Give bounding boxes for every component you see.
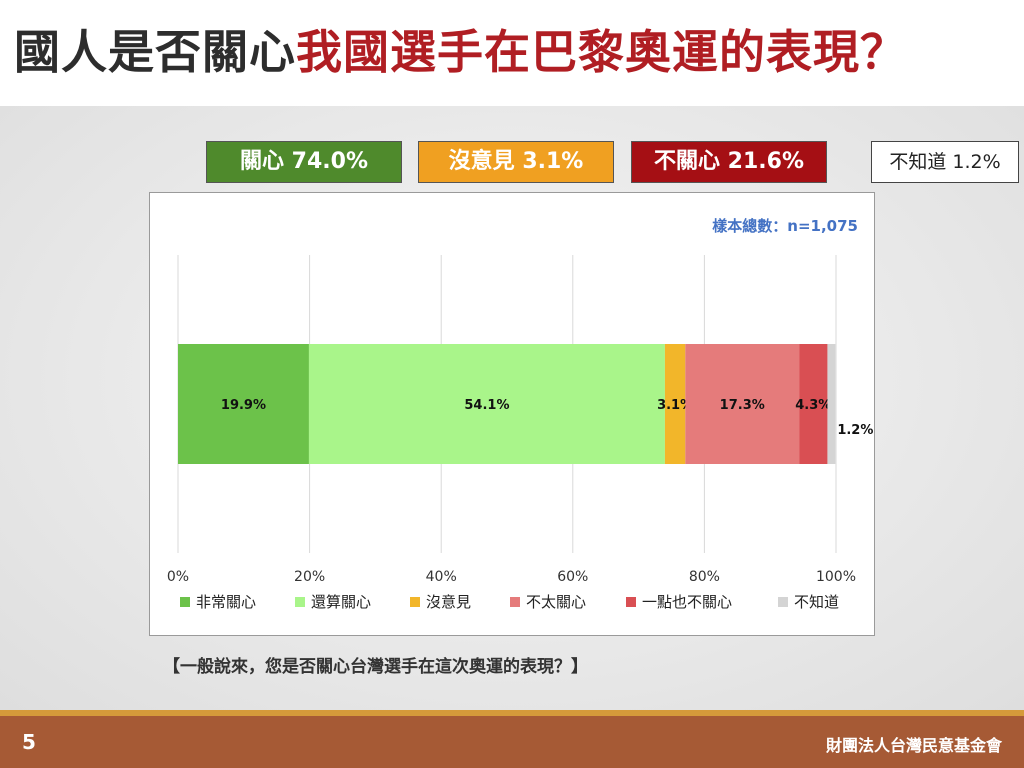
bar-segment — [685, 344, 800, 464]
footer-bar: 5 財團法人台灣民意基金會 — [0, 716, 1024, 768]
x-tick-label: 60% — [557, 569, 588, 585]
bar-segment — [664, 344, 686, 464]
data-label: 3.1% — [657, 398, 693, 413]
x-tick-label: 40% — [426, 569, 457, 585]
x-tick-label: 80% — [689, 569, 720, 585]
survey-question: 【一般說來，您是否關心台灣選手在這次奧運的表現？】 — [163, 657, 588, 677]
summary-concern-box: 關心 74.0% — [206, 141, 402, 183]
x-tick-label: 0% — [167, 569, 189, 585]
legend-label: 一點也不關心 — [642, 593, 732, 611]
legend-label: 沒意見 — [426, 593, 471, 611]
bar-segment — [827, 344, 836, 464]
stacked-bar-chart: 0% 20% 40% 60% 80% 100% 19.9% 54.1% 3.1% 17.3% 4.3… — [167, 255, 873, 611]
legend-swatch — [778, 597, 788, 607]
legend-swatch — [410, 597, 420, 607]
summary-not-concern-box: 不關心 21.6% — [631, 141, 827, 183]
organization-name: 財團法人台灣民意基金會 — [825, 736, 1002, 755]
data-label: 19.9% — [221, 398, 266, 413]
chart-panel: 樣本總數：n=1,075 0% 20% 40% 60% 80% 100% 19.9% 54.1… — [149, 192, 875, 636]
data-label: 17.3% — [720, 398, 765, 413]
legend-swatch — [626, 597, 636, 607]
sample-size-label: 樣本總數：n=1,075 — [712, 217, 858, 235]
legend-label: 不知道 — [794, 593, 839, 611]
legend-label: 不太關心 — [526, 593, 586, 611]
summary-neutral-box: 沒意見 3.1% — [418, 141, 614, 183]
bar-segment — [799, 344, 828, 464]
bar-segment — [308, 344, 665, 464]
bar-segment — [178, 344, 309, 464]
legend-label: 非常關心 — [196, 593, 256, 611]
title-part-1: 國人是否關心 — [14, 25, 296, 79]
title-part-2: 我國選手在巴黎奧運的表現？ — [296, 25, 907, 79]
data-label: 54.1% — [464, 398, 509, 413]
x-tick-label: 100% — [816, 569, 856, 585]
x-tick-label: 20% — [294, 569, 325, 585]
page-title: 國人是否關心我國選手在巴黎奧運的表現？ — [14, 22, 907, 82]
footer-accent-strip — [0, 710, 1024, 716]
data-label: 1.2% — [837, 423, 873, 438]
page-number: 5 — [22, 730, 36, 754]
summary-unknown-box: 不知道 1.2% — [871, 141, 1019, 183]
legend-swatch — [510, 597, 520, 607]
legend-label: 還算關心 — [311, 593, 371, 611]
legend-swatch — [180, 597, 190, 607]
legend-swatch — [295, 597, 305, 607]
data-label: 4.3% — [795, 398, 831, 413]
